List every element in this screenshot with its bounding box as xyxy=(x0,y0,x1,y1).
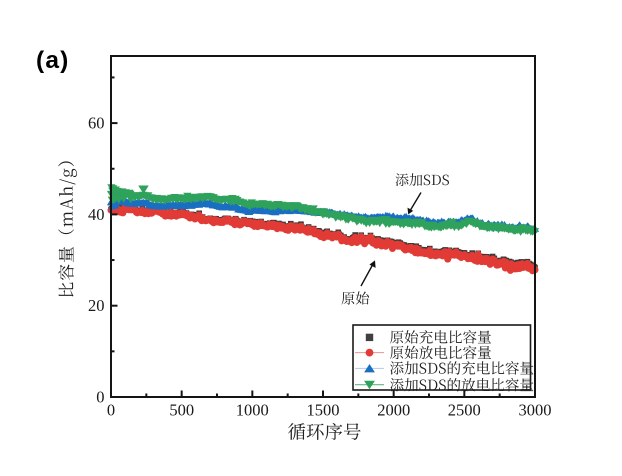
svg-text:2500: 2500 xyxy=(448,401,481,420)
svg-text:2000: 2000 xyxy=(377,401,410,420)
svg-text:0: 0 xyxy=(96,388,104,407)
svg-text:500: 500 xyxy=(169,401,194,420)
svg-text:1000: 1000 xyxy=(236,401,269,420)
svg-text:(a): (a) xyxy=(36,47,70,74)
svg-text:0: 0 xyxy=(107,401,115,420)
svg-text:40: 40 xyxy=(88,205,105,224)
svg-text:20: 20 xyxy=(88,296,105,315)
svg-text:1500: 1500 xyxy=(307,401,340,420)
svg-text:3000: 3000 xyxy=(519,401,552,420)
svg-text:60: 60 xyxy=(88,114,105,133)
